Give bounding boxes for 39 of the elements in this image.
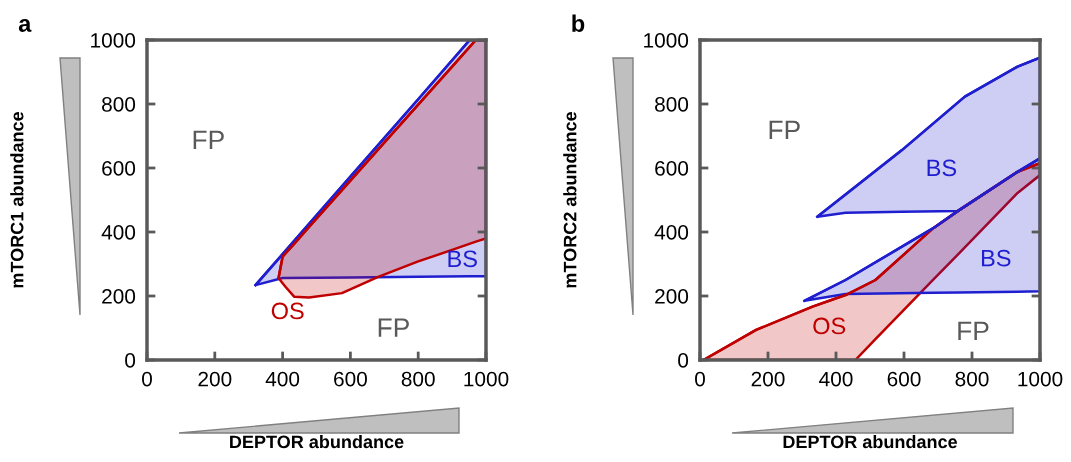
series-label: OS bbox=[813, 317, 846, 335]
series-label: BS bbox=[927, 159, 957, 177]
x-tick-label: 200 bbox=[198, 371, 232, 387]
text: BS bbox=[448, 250, 477, 268]
y-axis-title: mTORC2 abundance bbox=[563, 111, 577, 288]
annotation: FP bbox=[769, 120, 800, 139]
x-tick-label: 800 bbox=[955, 371, 989, 387]
annotation: FP bbox=[378, 318, 409, 337]
series-label: OS bbox=[271, 302, 304, 320]
y-tick-label: 0 bbox=[125, 353, 136, 368]
series-label: BS bbox=[981, 249, 1011, 267]
y-tick-label: 0 bbox=[678, 353, 689, 368]
y-tick-label: 400 bbox=[101, 225, 136, 240]
x-tick-label: 800 bbox=[401, 371, 435, 387]
x-tick-label: 600 bbox=[334, 371, 367, 387]
y-axis-title: mTORC1 abundance bbox=[10, 111, 24, 288]
x-tick-label: 0 bbox=[695, 371, 705, 387]
x-tick-label: 1000 bbox=[1018, 371, 1063, 387]
x-tick-label: 200 bbox=[751, 371, 785, 387]
chart-title: b bbox=[572, 14, 585, 32]
x-tick-label: 0 bbox=[142, 371, 152, 387]
y-tick-label: 1000 bbox=[644, 33, 689, 48]
x-tick-label: 1000 bbox=[464, 371, 509, 387]
x-tick-label: 400 bbox=[819, 371, 853, 387]
annotation: FP bbox=[958, 321, 989, 340]
chart-title: a bbox=[18, 18, 32, 32]
x-axis-title: DEPTOR abundance bbox=[783, 434, 958, 449]
y-tick-label: 600 bbox=[655, 161, 689, 176]
annotation: FP bbox=[193, 130, 224, 149]
y-tick-label: 600 bbox=[102, 161, 136, 176]
y-tick-label: 200 bbox=[655, 289, 689, 304]
y-tick-label: 800 bbox=[655, 97, 689, 112]
y-tick-label: 1000 bbox=[91, 33, 136, 48]
y-tick-label: 400 bbox=[654, 225, 689, 240]
x-tick-label: 400 bbox=[265, 371, 300, 387]
y-tick-label: 200 bbox=[102, 289, 136, 304]
x-axis-title: DEPTOR abundance bbox=[230, 434, 404, 449]
y-tick-label: 800 bbox=[102, 97, 136, 112]
x-tick-label: 600 bbox=[887, 371, 921, 387]
